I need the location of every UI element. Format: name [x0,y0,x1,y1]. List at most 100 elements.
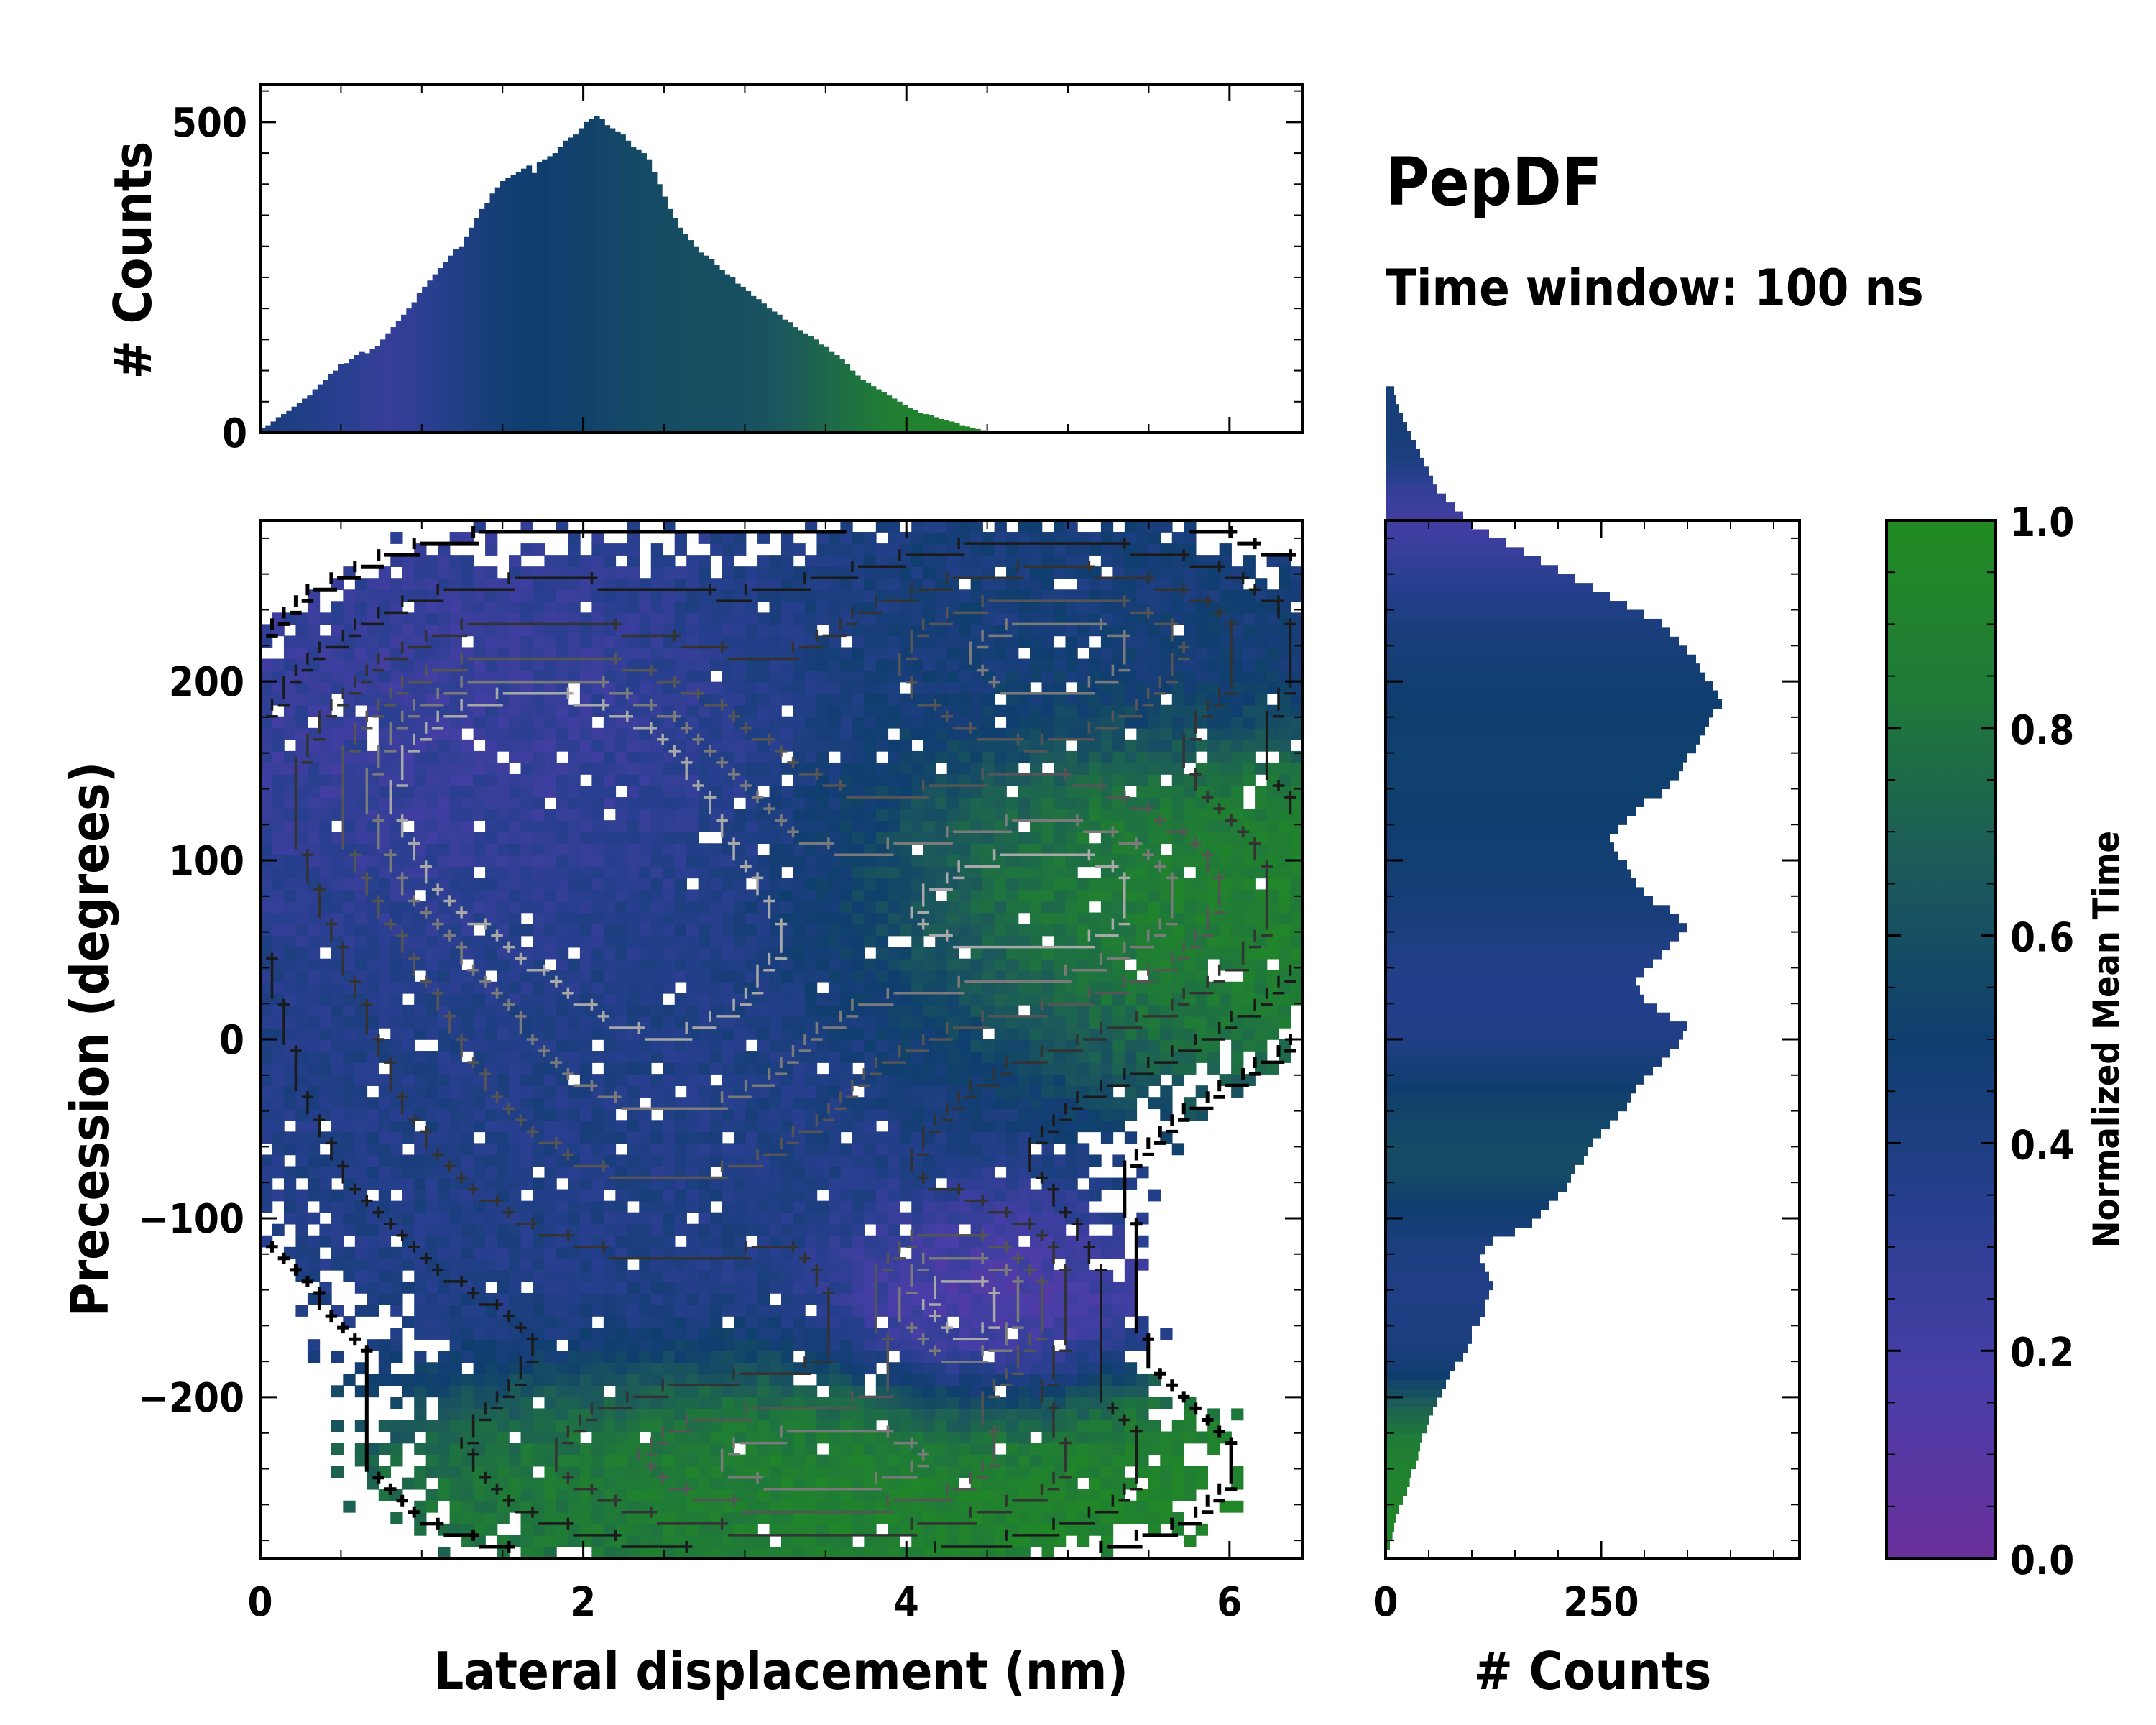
heatmap-cell [899,1004,913,1017]
heatmap-cell [497,1420,510,1432]
heatmap-cell [354,1223,368,1236]
heatmap-cell [923,855,936,868]
heatmap-cell [520,1292,533,1305]
heatmap-cell [959,935,972,948]
heatmap-cell [485,1512,498,1524]
heatmap-cell [959,1016,972,1029]
heatmap-cell [425,981,438,994]
heatmap-cell [781,1466,794,1478]
heatmap-cell [343,1051,356,1063]
heatmap-cell [461,1535,474,1547]
heatmap-cell [520,1108,533,1121]
heatmap-cell [698,1281,711,1294]
heatmap-cell [710,855,723,868]
heatmap-cell [295,1246,308,1259]
heatmap-cell [935,855,948,868]
top-histogram-bar [260,428,266,433]
heatmap-cell [1089,1351,1102,1363]
heatmap-cell [911,1420,924,1432]
heatmap-cell [568,889,581,902]
heatmap-cell [888,993,900,1006]
heatmap-cell [650,797,664,809]
heatmap-cell [875,1489,889,1501]
heatmap-cell [1089,1039,1102,1052]
heatmap-cell [544,1339,557,1351]
heatmap-cell [840,1004,853,1017]
heatmap-cell [1207,797,1220,809]
heatmap-cell [734,935,747,948]
heatmap-cell [390,1062,403,1075]
heatmap-cell [603,1374,617,1386]
heatmap-cell [828,1512,842,1524]
heatmap-cell [650,1431,664,1444]
heatmap-cell [1136,1385,1149,1398]
heatmap-cell [1279,993,1291,1006]
heatmap-cell [1065,1062,1078,1075]
heatmap-cell [698,1454,711,1467]
heatmap-cell [1041,1004,1054,1017]
heatmap-cell [734,1397,747,1409]
heatmap-cell [1018,1351,1031,1363]
heatmap-cell [1148,1074,1161,1086]
heatmap-cell [686,855,699,868]
heatmap-cell [473,855,486,868]
heatmap-cell [911,1500,924,1513]
heatmap-cell [899,1235,913,1248]
heatmap-cell [923,1489,936,1501]
heatmap-cell [1030,832,1043,845]
heatmap-cell [272,1120,285,1133]
heatmap-cell [509,1292,522,1305]
heatmap-cell [710,1466,723,1478]
heatmap-cell [650,1154,664,1167]
heatmap-cell [1112,832,1125,845]
heatmap-cell [1160,866,1173,879]
heatmap-cell [946,1500,959,1513]
heatmap-cell [650,1500,664,1513]
heatmap-cell [1041,1269,1054,1282]
heatmap-cell [804,1454,818,1467]
heatmap-cell [1160,1131,1173,1144]
heatmap-cell [899,1269,913,1282]
heatmap-cell [556,1281,569,1294]
heatmap-cell [307,970,321,983]
heatmap-cell [734,1500,747,1513]
heatmap-cell [331,1258,344,1271]
heatmap-cell [722,1477,734,1490]
heatmap-cell [1100,1374,1114,1386]
heatmap-cell [1053,1374,1067,1386]
heatmap-cell [378,1223,392,1236]
heatmap-cell [1053,1466,1067,1478]
heatmap-cell [1112,1154,1125,1167]
heatmap-cell [354,1177,368,1190]
heatmap-cell [923,843,936,856]
heatmap-cell [568,901,581,914]
heatmap-cell [1053,866,1067,879]
heatmap-cell [272,878,285,891]
heatmap-cell [840,1281,853,1294]
heatmap-cell [899,1339,913,1351]
heatmap-cell [864,866,877,879]
heatmap-cell [923,1512,936,1524]
heatmap-cell [627,1408,640,1421]
heatmap-cell [532,1535,545,1547]
heatmap-cell [769,1339,782,1351]
heatmap-cell [1041,1477,1054,1490]
heatmap-cell [1077,1466,1090,1478]
heatmap-cell [757,1362,770,1375]
heatmap-cell [1231,1004,1244,1017]
heatmap-cell [911,809,924,821]
heatmap-cell [1171,855,1185,868]
heatmap-cell [804,1120,818,1133]
heatmap-cell [1160,832,1173,845]
heatmap-cell [710,1500,723,1513]
heatmap-cell [970,1039,983,1052]
heatmap-cell [911,878,924,891]
heatmap-cell [307,1085,321,1098]
heatmap-cell [816,1454,829,1467]
heatmap-cell [757,1489,770,1501]
heatmap-cell [1266,947,1279,960]
heatmap-cell [556,1212,569,1225]
heatmap-cell [994,843,1007,856]
heatmap-cell [509,1200,522,1213]
heatmap-cell [793,1546,806,1558]
